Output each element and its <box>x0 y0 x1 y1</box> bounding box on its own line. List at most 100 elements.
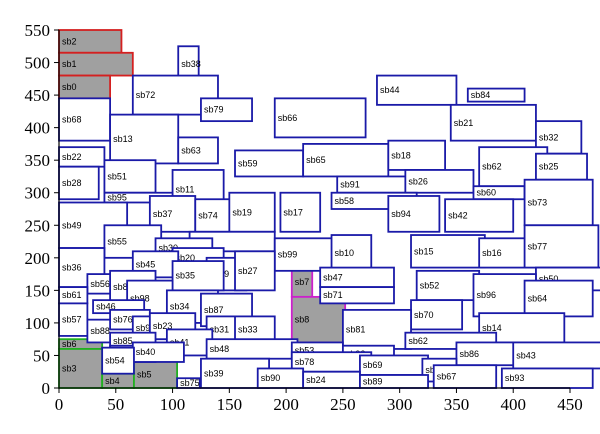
block-sb89: sb89 <box>359 374 429 389</box>
block-sb94: sb94 <box>387 195 441 233</box>
y-tick-label: 450 <box>25 86 51 105</box>
block-sb42: sb42 <box>444 198 515 233</box>
block-label: sb66 <box>278 113 298 123</box>
block-label: sb25 <box>539 162 559 172</box>
block-label: sb8 <box>295 315 310 325</box>
block-label: sb74 <box>198 211 218 221</box>
block-sb67: sb67 <box>432 364 498 389</box>
block-label: sb33 <box>238 324 258 334</box>
block-label: sb24 <box>306 375 326 385</box>
block-sb66: sb66 <box>273 97 367 139</box>
block-label: sb64 <box>528 294 548 304</box>
block-label: sb1 <box>62 59 77 69</box>
y-tick-label: 200 <box>25 249 51 268</box>
block-label: sb45 <box>136 259 156 269</box>
block-sb65: sb65 <box>302 143 390 178</box>
x-tick-label: 400 <box>500 395 526 414</box>
block-sb4: sb4 <box>101 372 135 389</box>
block-rect <box>200 97 253 123</box>
block-label: sb86 <box>459 349 479 359</box>
block-label: sb14 <box>482 323 502 333</box>
block-rect <box>387 195 441 233</box>
block-rect <box>302 143 390 178</box>
axes <box>58 30 570 389</box>
block-sb61: sb61 <box>58 286 89 305</box>
block-label: sb34 <box>170 302 190 312</box>
block-rect <box>444 198 515 233</box>
block-sb75: sb75 <box>176 377 201 389</box>
block-label: sb46 <box>96 302 116 312</box>
y-tick-label: 100 <box>25 314 51 333</box>
block-label: sb9 <box>136 323 151 333</box>
block-sb17: sb17 <box>279 191 322 233</box>
block-label: sb17 <box>283 207 303 217</box>
block-label: sb62 <box>482 162 502 172</box>
block-label: sb89 <box>363 376 383 386</box>
block-label: sb37 <box>153 209 173 219</box>
block-rect <box>101 346 135 375</box>
block-label: sb71 <box>323 290 343 300</box>
block-label: sb42 <box>448 211 468 221</box>
block-label: sb76 <box>113 315 133 325</box>
block-sb13: sb13 <box>109 113 180 165</box>
block-label: sb19 <box>232 207 252 217</box>
block-sb84: sb84 <box>466 87 526 103</box>
y-tick-label: 500 <box>25 54 51 73</box>
block-sb10: sb10 <box>330 234 373 272</box>
block-label: sb31 <box>210 324 230 334</box>
block-label: sb91 <box>340 180 360 190</box>
block-label: sb84 <box>471 90 491 100</box>
block-sb68: sb68 <box>58 97 111 142</box>
block-label: sb65 <box>306 155 326 165</box>
block-label: sb18 <box>391 150 411 160</box>
block-sb3: sb3 <box>58 348 104 389</box>
block-label: sb22 <box>62 152 82 162</box>
block-label: sb28 <box>62 178 82 188</box>
x-tick-label: 250 <box>330 395 356 414</box>
block-sb43: sb43 <box>512 341 600 370</box>
block-label: sb2 <box>62 36 77 46</box>
block-sb70: sb70 <box>410 299 464 331</box>
block-rect <box>449 103 537 142</box>
x-tick-label: 200 <box>273 395 299 414</box>
block-rect <box>319 286 395 305</box>
block-label: sb16 <box>482 248 502 258</box>
block-label: sb58 <box>335 196 355 206</box>
block-label: sb77 <box>528 241 548 251</box>
block-sb77: sb77 <box>523 224 600 269</box>
block-label: sb20 <box>176 253 196 263</box>
block-label: sb52 <box>420 280 440 290</box>
y-tick-label: 0 <box>42 379 51 398</box>
block-sb59: sb59 <box>234 149 305 178</box>
block-label: sb54 <box>105 356 125 366</box>
block-sb44: sb44 <box>376 74 458 106</box>
block-label: sb51 <box>107 171 127 181</box>
block-rect <box>58 302 89 337</box>
block-label: sb94 <box>391 209 411 219</box>
block-label: sb30 <box>159 243 179 253</box>
block-label: sb80 <box>113 282 133 292</box>
block-label: sb61 <box>62 290 82 300</box>
block-label: sb73 <box>528 197 548 207</box>
x-tick-label: 350 <box>444 395 470 414</box>
block-sb7: sb7 <box>290 266 314 298</box>
block-label: sb62 <box>408 336 428 346</box>
x-tick-label: 50 <box>107 395 124 414</box>
block-sb27: sb27 <box>234 250 276 292</box>
block-sb93: sb93 <box>500 367 594 389</box>
block-sb1: sb1 <box>58 51 134 77</box>
block-label: sb35 <box>176 271 196 281</box>
block-rect <box>523 279 594 318</box>
block-rect <box>177 136 219 165</box>
block-rect <box>234 250 276 292</box>
block-label: sb49 <box>62 220 82 230</box>
x-ticks: 0 50 100 150 200 250 300 350 400 450 <box>55 388 583 414</box>
block-label: sb88 <box>90 326 110 336</box>
block-sb28: sb28 <box>58 165 100 201</box>
block-rect <box>404 169 475 194</box>
block-sb18: sb18 <box>387 139 446 171</box>
block-sb90: sb90 <box>256 367 305 389</box>
block-sb51: sb51 <box>103 159 157 194</box>
block-label: sb13 <box>113 134 133 144</box>
